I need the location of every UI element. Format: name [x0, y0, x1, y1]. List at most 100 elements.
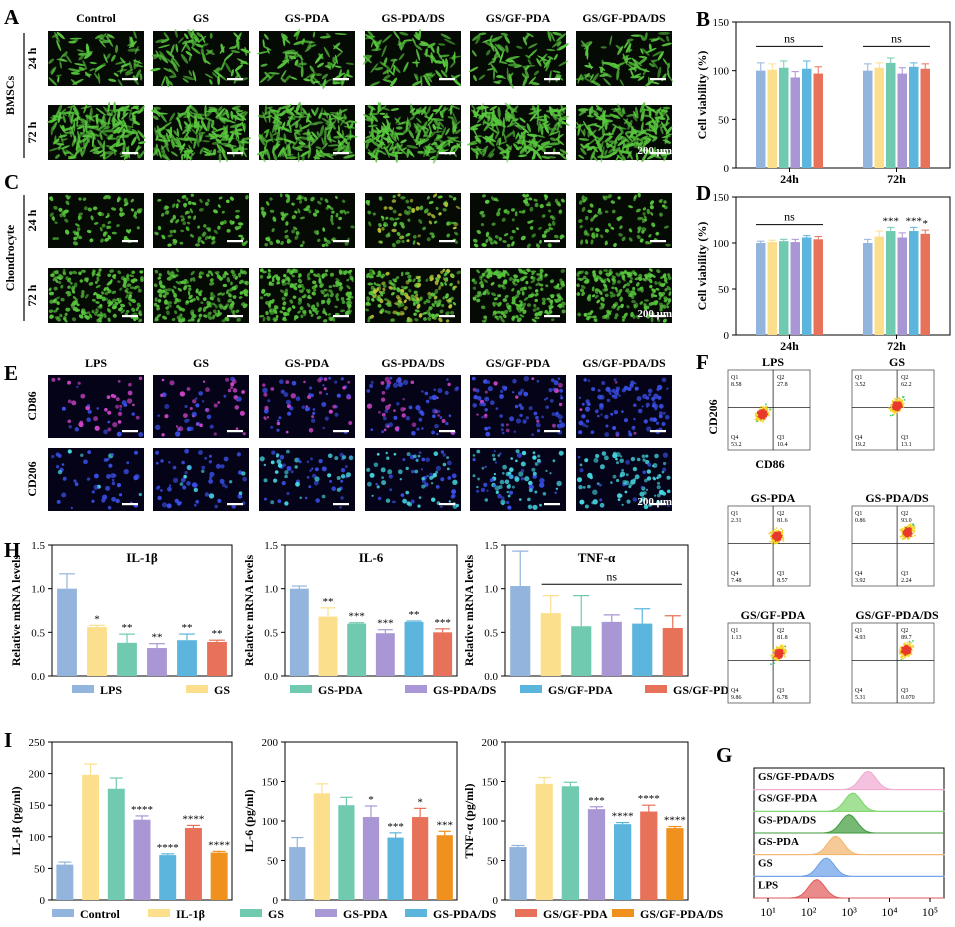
cell [618, 394, 621, 397]
cell [117, 307, 123, 311]
cell [221, 147, 226, 158]
cell [63, 151, 72, 154]
cell [178, 137, 189, 142]
cell [552, 459, 556, 463]
cell [318, 459, 323, 464]
cell [552, 70, 561, 74]
cell [521, 73, 528, 80]
cell [556, 45, 564, 51]
cell [76, 131, 83, 143]
bar [510, 586, 531, 676]
cell [168, 68, 177, 76]
cell [170, 133, 176, 141]
cell [381, 391, 386, 395]
cell [324, 198, 329, 203]
cell [367, 210, 372, 215]
cell [552, 387, 556, 391]
cell [69, 281, 73, 285]
cell [392, 64, 401, 73]
y-axis-label: Cell viability (%) [695, 51, 709, 140]
legend-swatch [315, 909, 337, 917]
micrograph-image [576, 192, 672, 248]
cell [264, 497, 267, 501]
cell [552, 31, 562, 36]
cell [584, 504, 589, 509]
y-tick-label: 0 [273, 895, 279, 907]
y-tick-label: 0.0 [264, 671, 278, 683]
cell [416, 48, 421, 61]
cell [660, 111, 664, 119]
cell [615, 457, 618, 461]
cell [218, 152, 222, 163]
scale-bar [227, 503, 243, 506]
cell [616, 103, 622, 114]
cell [242, 432, 246, 436]
cell [528, 406, 533, 411]
cell [451, 221, 457, 225]
cell [128, 108, 132, 120]
cell [430, 482, 434, 485]
cell [336, 487, 341, 492]
cell [135, 132, 141, 142]
cell [589, 227, 594, 231]
cell [153, 147, 159, 157]
cell [199, 148, 204, 155]
significance-stars: **** [638, 793, 660, 805]
cell [294, 465, 298, 469]
micrograph-image [47, 101, 146, 161]
cell [432, 193, 438, 198]
event-dot [763, 409, 765, 411]
cell [380, 467, 386, 473]
cell [380, 215, 385, 219]
cell [114, 301, 119, 306]
cell [425, 457, 431, 463]
cell [207, 120, 211, 132]
cell [298, 199, 303, 204]
cell [340, 479, 344, 483]
cell [304, 72, 316, 80]
cell [240, 237, 245, 241]
cell [303, 208, 309, 212]
cell [103, 152, 114, 160]
cell [379, 112, 386, 115]
cell [414, 44, 423, 51]
bar [587, 809, 606, 900]
cell [636, 234, 641, 240]
cell [123, 202, 129, 207]
cell [131, 412, 135, 416]
bar [535, 783, 553, 900]
cell [489, 153, 495, 158]
cell [604, 149, 608, 156]
bar [767, 69, 777, 168]
micrograph-image [256, 28, 355, 90]
cell [193, 116, 197, 129]
cell [370, 380, 374, 384]
cell [397, 469, 403, 475]
cell [209, 424, 214, 429]
bar [920, 68, 930, 168]
cell [589, 475, 593, 480]
cell [262, 212, 266, 218]
cell [56, 499, 61, 504]
micrograph-image [468, 30, 569, 89]
event-dot [760, 410, 763, 413]
bar [87, 627, 107, 676]
cell [64, 131, 74, 134]
cell [121, 117, 125, 128]
cell [448, 140, 451, 147]
cell [97, 72, 101, 84]
cell [502, 464, 507, 470]
significance-stars: **** [612, 811, 634, 823]
cell [585, 41, 593, 45]
scale-label: 200 μm [637, 308, 672, 320]
cell [60, 145, 70, 150]
cell [323, 46, 330, 58]
cell [396, 232, 401, 236]
cell [179, 482, 184, 486]
cell [515, 395, 519, 399]
significance-stars: **** [157, 842, 179, 854]
cell [637, 192, 641, 198]
cell [539, 204, 544, 209]
cell [621, 108, 626, 115]
